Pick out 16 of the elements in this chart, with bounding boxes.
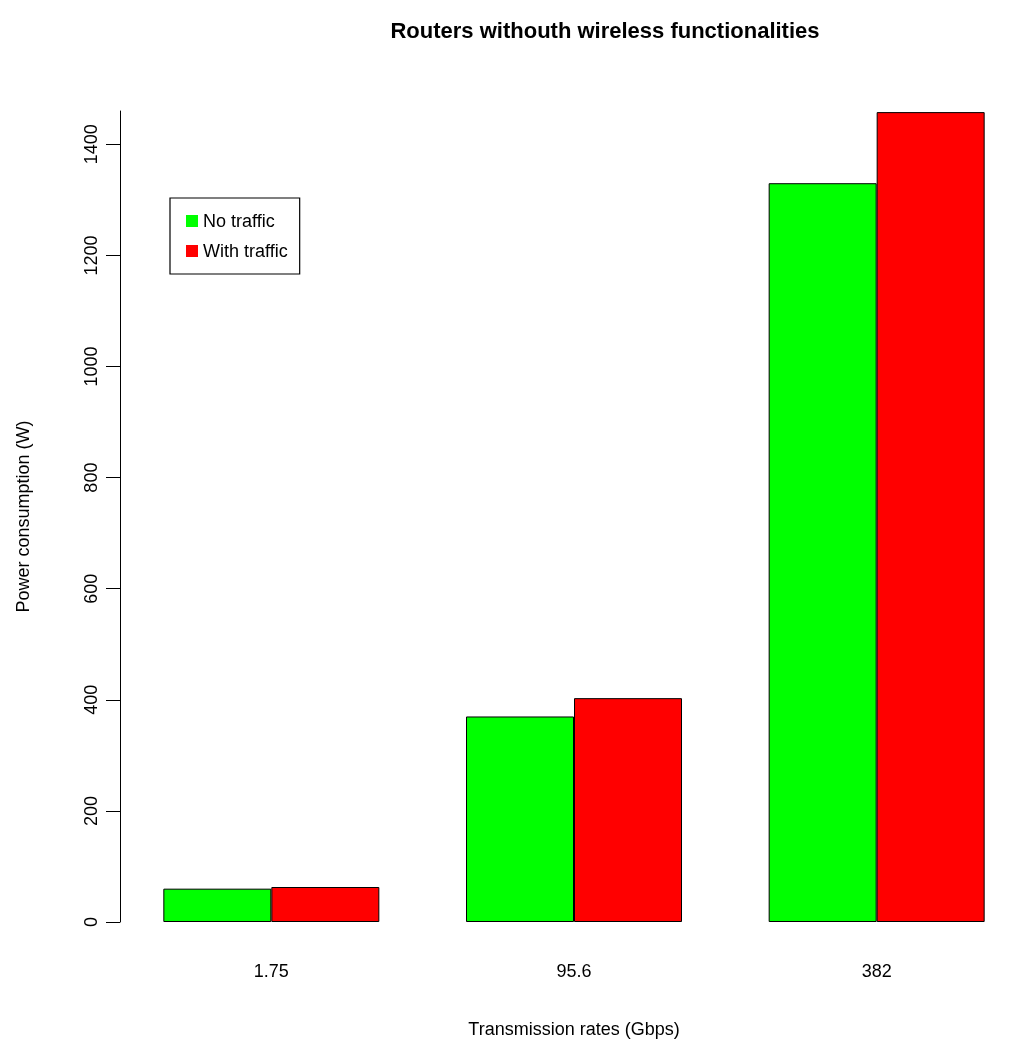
y-tick-label: 800 xyxy=(81,462,101,493)
y-tick-label: 0 xyxy=(81,916,101,928)
x-tick-label: 1.75 xyxy=(253,961,289,981)
y-tick-label: 1200 xyxy=(81,235,101,276)
x-axis-title: Transmission rates (Gbps) xyxy=(468,1019,680,1039)
y-tick-label: 600 xyxy=(81,573,101,604)
y-tick-label: 200 xyxy=(81,795,101,826)
y-axis-title: Power consumption (W) xyxy=(13,420,33,613)
x-tick-label: 382 xyxy=(861,961,892,981)
legend-label: With traffic xyxy=(203,241,288,261)
legend-label: No traffic xyxy=(203,211,275,231)
y-tick-label: 1400 xyxy=(81,124,101,165)
chart-title: Routers withouth wireless functionalities xyxy=(390,17,820,43)
y-tick-label: 1000 xyxy=(81,346,101,387)
x-tick-label: 95.6 xyxy=(556,961,592,981)
y-tick-label: 400 xyxy=(81,684,101,715)
